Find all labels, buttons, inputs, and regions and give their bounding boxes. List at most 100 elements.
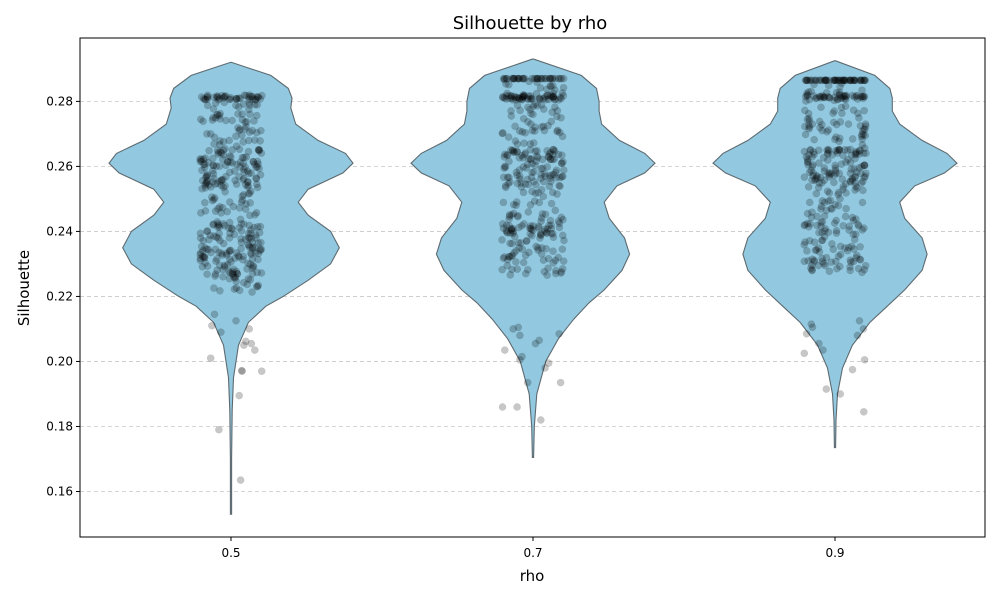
data-point [555, 329, 563, 338]
data-point [230, 167, 239, 175]
data-point [517, 221, 526, 230]
data-point [803, 115, 812, 124]
data-point [820, 167, 829, 175]
data-point [249, 95, 257, 103]
data-point [508, 251, 517, 260]
data-point [533, 101, 542, 110]
data-point [507, 94, 516, 103]
data-point [519, 154, 527, 162]
data-point [551, 206, 560, 215]
data-point [257, 149, 266, 158]
data-point [231, 274, 239, 282]
data-point [800, 147, 809, 156]
data-point [256, 137, 265, 145]
data-point [861, 76, 870, 85]
data-point [498, 129, 507, 138]
y-axis-label: Silhouette [15, 250, 33, 326]
data-point [199, 247, 207, 255]
data-point [800, 106, 809, 115]
data-point [218, 155, 227, 164]
data-point [539, 105, 548, 114]
data-point [252, 174, 261, 182]
data-point [249, 158, 258, 166]
data-point [833, 95, 842, 104]
data-point [842, 158, 850, 166]
data-point [849, 230, 858, 239]
data-point [196, 209, 205, 217]
data-point [814, 261, 823, 270]
data-point [247, 92, 256, 101]
data-point [537, 217, 545, 226]
data-point [818, 92, 827, 100]
data-point [213, 223, 222, 231]
data-point [858, 198, 867, 207]
data-point [245, 221, 254, 230]
data-point [256, 245, 265, 253]
data-point [214, 95, 223, 104]
data-point [255, 145, 264, 154]
data-point [809, 160, 817, 169]
data-point [858, 135, 867, 144]
data-point [203, 227, 212, 235]
data-point [250, 346, 259, 354]
data-point [836, 242, 845, 251]
data-point [805, 168, 814, 177]
data-point [243, 280, 252, 289]
data-point [544, 359, 553, 367]
data-point [846, 76, 854, 85]
data-point [808, 265, 817, 274]
data-point [549, 92, 558, 101]
data-point [498, 93, 507, 102]
data-point [554, 96, 563, 104]
data-point [824, 197, 833, 205]
data-point [201, 173, 210, 182]
data-point [211, 270, 220, 278]
data-point [804, 161, 813, 169]
data-point [201, 181, 210, 190]
data-point [527, 120, 535, 128]
data-point [518, 245, 527, 254]
data-point [509, 229, 517, 238]
data-point [815, 159, 823, 167]
data-point [210, 310, 219, 319]
data-point [215, 223, 224, 232]
data-point [241, 205, 250, 214]
data-point [553, 127, 561, 136]
data-point [225, 234, 234, 242]
data-point [506, 178, 514, 186]
data-point [547, 199, 556, 208]
data-point [533, 152, 541, 161]
data-point [537, 101, 546, 109]
data-point [846, 158, 855, 167]
data-point [519, 74, 527, 83]
data-point [546, 174, 555, 183]
data-point [216, 137, 224, 145]
data-point [505, 173, 513, 182]
data-point [803, 219, 812, 228]
data-point [551, 168, 560, 177]
data-point [251, 95, 260, 104]
data-point [539, 256, 548, 265]
data-point [528, 74, 536, 83]
data-point [505, 252, 513, 261]
data-point [245, 234, 253, 242]
data-point [854, 222, 863, 230]
data-point [860, 355, 869, 364]
data-point [842, 76, 850, 85]
violin-0.9 [712, 60, 958, 449]
data-point [559, 166, 568, 174]
data-point [515, 95, 524, 103]
data-point [530, 168, 538, 176]
data-point [858, 140, 867, 149]
data-point [519, 91, 528, 100]
data-point [861, 172, 870, 181]
data-point [557, 74, 566, 83]
data-point [852, 150, 860, 159]
data-point [237, 219, 246, 228]
data-point [861, 120, 870, 128]
data-point [518, 74, 527, 83]
y-tick-label: 0.28 [46, 94, 73, 108]
data-point [507, 112, 516, 120]
data-point [505, 253, 514, 261]
data-point [256, 222, 265, 231]
